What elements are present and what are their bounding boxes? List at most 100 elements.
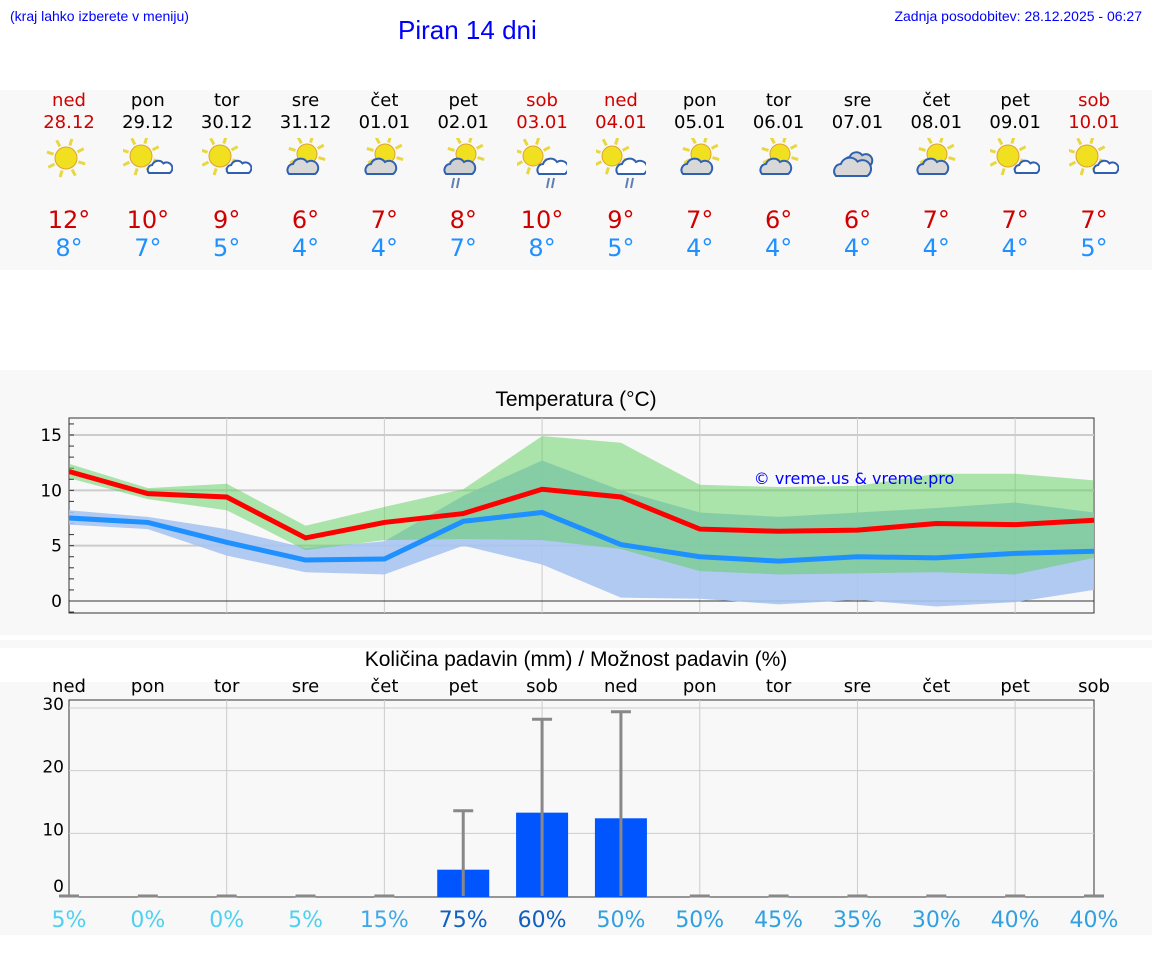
- min-temp: 5°: [1080, 234, 1108, 262]
- day-name: sre: [843, 90, 872, 111]
- day-name: pet: [1000, 90, 1030, 111]
- sun-cloud-rain-icon: [581, 138, 661, 198]
- max-temp: 9°: [607, 206, 635, 234]
- min-temp: 4°: [370, 234, 399, 262]
- day-name: pet: [1000, 676, 1030, 697]
- last-updated: Zadnja posodobitev: 28.12.2025 - 06:27: [894, 8, 1142, 24]
- y-tick-label: 10: [40, 481, 62, 501]
- y-tick-label: 30: [42, 695, 64, 715]
- precip-probability: 40%: [991, 908, 1040, 933]
- cloud-sun-icon: [344, 138, 424, 198]
- min-temp: 7°: [449, 234, 477, 262]
- min-temp: 5°: [213, 234, 241, 262]
- sun-small-cloud-icon: [108, 138, 188, 198]
- day-column: pon 05.01 7° 4°: [660, 90, 740, 262]
- day-date: 06.01: [752, 112, 805, 133]
- precipitation-chart: 0102030ned5%pon0%tor0%sre5%čet15%pet75%s…: [42, 676, 1118, 933]
- max-temp: 6°: [291, 206, 320, 234]
- cloud-sun-rain-icon: [423, 138, 503, 198]
- precip-probability: 30%: [912, 908, 961, 933]
- day-date: 09.01: [989, 112, 1041, 133]
- day-name: pon: [130, 90, 165, 111]
- day-name: pon: [683, 676, 717, 697]
- day-column: čet 01.01 7° 4°: [344, 90, 424, 262]
- day-name: čet: [922, 676, 950, 697]
- day-date: 08.01: [910, 112, 963, 133]
- watermark: © vreme.us & vreme.pro: [754, 469, 955, 488]
- precip-probability: 60%: [518, 908, 567, 933]
- day-date: 28.12: [43, 112, 95, 133]
- max-temp: 6°: [843, 206, 872, 234]
- precip-probability: 5%: [288, 908, 323, 933]
- temperature-title: Temperatura (°C): [495, 388, 657, 411]
- day-date: 31.12: [279, 112, 332, 133]
- day-column: sre 07.01 6° 4°: [817, 90, 897, 262]
- day-name: sob: [526, 676, 558, 697]
- precip-probability: 50%: [596, 908, 645, 933]
- day-date: 29.12: [122, 112, 174, 133]
- day-column: sre 31.12 6° 4°: [266, 90, 346, 262]
- y-tick-label: 0: [51, 592, 62, 612]
- max-temp: 8°: [449, 206, 477, 234]
- day-name: tor: [213, 90, 240, 111]
- day-name: ned: [604, 676, 638, 697]
- y-tick-label: 0: [53, 877, 64, 897]
- location-hint[interactable]: (kraj lahko izberete v meniju): [10, 8, 189, 24]
- day-name: sob: [1078, 90, 1110, 111]
- day-column: čet 08.01 7° 4°: [896, 90, 976, 262]
- day-column: tor 30.12 9° 5°: [187, 90, 267, 262]
- day-date: 30.12: [200, 112, 253, 133]
- day-name: ned: [52, 676, 86, 697]
- day-name: sob: [1078, 676, 1110, 697]
- min-temp: 4°: [843, 234, 872, 262]
- temperature-panel: Temperatura (°C) 0 5 10 15 © vreme.us & vrem…: [0, 370, 1152, 635]
- clouds-icon: [817, 138, 897, 198]
- max-temp: 10°: [126, 206, 170, 234]
- y-tick-label: 5: [51, 537, 62, 557]
- max-temp: 12°: [47, 206, 91, 234]
- min-temp: 4°: [291, 234, 320, 262]
- precipitation-title: Količina padavin (mm) / Možnost padavin …: [0, 648, 1152, 682]
- temperature-chart: 0 5 10 15 © vreme.us & vreme.pro: [40, 417, 1095, 614]
- day-name: pon: [131, 676, 165, 697]
- day-column: pon 29.12 10° 7°: [108, 90, 188, 262]
- min-temp: 8°: [528, 234, 556, 262]
- y-tick-label: 10: [42, 820, 64, 840]
- precip-probability: 5%: [52, 908, 87, 933]
- max-temp: 7°: [1001, 206, 1029, 234]
- precip-probability: 0%: [130, 908, 165, 933]
- day-name: čet: [922, 90, 951, 111]
- max-temp: 7°: [1080, 206, 1108, 234]
- cloud-sun-icon: [266, 138, 346, 198]
- day-name: sre: [292, 676, 319, 697]
- day-date: 10.01: [1068, 112, 1120, 133]
- precip-probability: 15%: [360, 908, 409, 933]
- y-tick-label: 20: [42, 758, 64, 778]
- precip-probability: 35%: [833, 908, 882, 933]
- plot-area: [68, 699, 1095, 898]
- min-temp-line: [68, 509, 1095, 564]
- day-name: pon: [682, 90, 717, 111]
- max-temp: 7°: [922, 206, 950, 234]
- day-date: 07.01: [831, 112, 884, 133]
- max-temp-line: [68, 469, 1095, 541]
- sun-small-cloud-icon: [975, 138, 1055, 198]
- sun-icon: [29, 138, 109, 198]
- max-temp: 9°: [213, 206, 241, 234]
- min-temp: 7°: [134, 234, 162, 262]
- min-temp: 4°: [922, 234, 950, 262]
- day-name: pet: [448, 676, 478, 697]
- daily-forecast: ned 28.12 12° 8° pon 29.12 10° 7° tor 30.1…: [0, 90, 1152, 270]
- day-column: sob 03.01 10° 8°: [502, 90, 582, 262]
- precip-probability: 0%: [209, 908, 244, 933]
- cloud-sun-icon: [896, 138, 976, 198]
- day-column: ned 28.12 12° 8°: [29, 90, 109, 262]
- day-date: 01.01: [358, 112, 411, 133]
- day-column: pet 02.01 8° 7°: [423, 90, 503, 262]
- day-date: 05.01: [674, 112, 726, 133]
- y-tick-label: 15: [40, 426, 62, 446]
- cloud-sun-icon: [739, 138, 819, 198]
- day-date: 02.01: [437, 112, 489, 133]
- min-temp: 4°: [686, 234, 714, 262]
- day-name: sob: [526, 90, 558, 111]
